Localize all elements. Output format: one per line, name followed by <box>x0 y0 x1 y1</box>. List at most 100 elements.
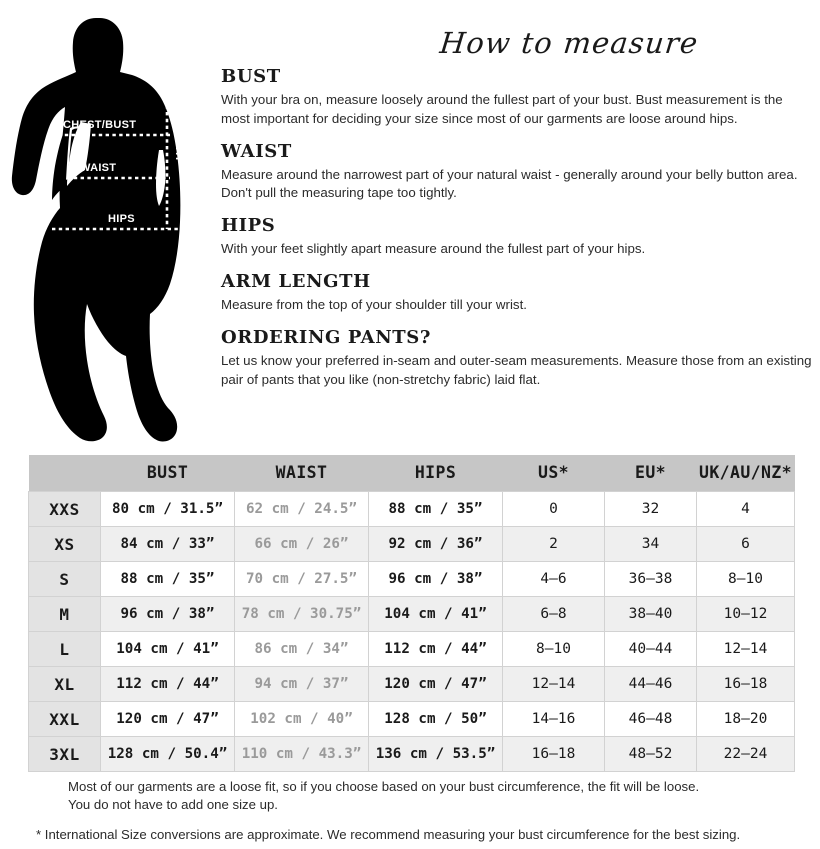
cell-eu: 34 <box>604 526 697 562</box>
instruction-body: Measure from the top of your shoulder ti… <box>221 296 527 312</box>
instructions-list: BUST With your bra on, measure loosely a… <box>221 66 813 390</box>
cell-bust: 128 cm / 50.4” <box>100 736 235 772</box>
cell-hips: 128 cm / 50” <box>368 701 503 737</box>
cell-us: 12–14 <box>502 666 605 702</box>
cell-eu: 38–40 <box>604 596 697 632</box>
cell-hips: 136 cm / 53.5” <box>368 736 503 772</box>
cell-us: 8–10 <box>502 631 605 667</box>
instruction-body: Let us know your preferred in-seam and o… <box>221 352 812 387</box>
figure-label-chest-bust: CHEST/BUST <box>63 119 137 131</box>
instruction-bust: BUST With your bra on, measure loosely a… <box>221 66 813 129</box>
cell-eu: 44–46 <box>604 666 697 702</box>
cell-waist: 94 cm / 37” <box>234 666 369 702</box>
instruction-body: With your feet slightly apart measure ar… <box>221 241 646 257</box>
figure-label-waist: WAIST <box>80 162 117 174</box>
cell-eu: 40–44 <box>604 631 697 667</box>
table-row: XL 112 cm / 44” 94 cm / 37” 120 cm / 47”… <box>28 666 795 702</box>
cell-bust: 88 cm / 35” <box>100 561 235 597</box>
cell-waist: 110 cm / 43.3” <box>234 736 369 772</box>
cell-bust: 84 cm / 33” <box>100 526 235 562</box>
cell-bust: 104 cm / 41” <box>100 631 235 667</box>
cell-uk: 16–18 <box>696 666 795 702</box>
column-header-bust: BUST <box>100 455 235 492</box>
column-header-eu: EU* <box>604 455 697 492</box>
footer-notes: Most of our garments are a loose fit, so… <box>36 778 813 842</box>
footer-note-line-1: Most of our garments are a loose fit, so… <box>68 779 700 794</box>
cell-hips: 92 cm / 36” <box>368 526 503 562</box>
table-row: XS 84 cm / 33” 66 cm / 26” 92 cm / 36” 2… <box>28 526 795 562</box>
size-chart-table: BUST WAIST HIPS US* EU* UK/AU/NZ* XXS 80… <box>28 455 795 772</box>
cell-hips: 88 cm / 35” <box>368 491 503 527</box>
cell-hips: 112 cm / 44” <box>368 631 503 667</box>
cell-bust: 120 cm / 47” <box>100 701 235 737</box>
cell-hips: 104 cm / 41” <box>368 596 503 632</box>
cell-us: 16–18 <box>502 736 605 772</box>
table-row: M 96 cm / 38” 78 cm / 30.75” 104 cm / 41… <box>28 596 795 632</box>
table-row: 3XL 128 cm / 50.4” 110 cm / 43.3” 136 cm… <box>28 736 795 772</box>
instruction-waist: WAIST Measure around the narrowest part … <box>221 140 813 204</box>
cell-hips: 120 cm / 47” <box>368 666 503 702</box>
cell-size: 3XL <box>28 736 101 772</box>
table-row: XXL 120 cm / 47” 102 cm / 40” 128 cm / 5… <box>28 701 795 737</box>
table-body: XXS 80 cm / 31.5” 62 cm / 24.5” 88 cm / … <box>28 491 795 772</box>
cell-uk: 10–12 <box>696 596 795 632</box>
instruction-heading: WAIST <box>221 140 292 162</box>
cell-size: XS <box>28 526 101 562</box>
cell-size: XXS <box>28 491 101 527</box>
figure-label-arm-length: ARM LENGTH <box>173 84 185 161</box>
footer-note-loose-fit: Most of our garments are a loose fit, so… <box>68 778 813 814</box>
cell-us: 4–6 <box>502 561 605 597</box>
footer-note-line-2: You do not have to add one size up. <box>68 797 278 813</box>
body-silhouette-illustration: CHEST/BUST WAIST HIPS ARM LENGTH <box>8 18 218 443</box>
cell-eu: 48–52 <box>604 736 697 772</box>
cell-waist: 86 cm / 34” <box>234 631 369 667</box>
cell-uk: 18–20 <box>696 701 795 737</box>
table-row: XXS 80 cm / 31.5” 62 cm / 24.5” 88 cm / … <box>28 491 795 527</box>
cell-waist: 66 cm / 26” <box>234 526 369 562</box>
column-header-size <box>28 455 101 492</box>
cell-size: S <box>28 561 101 597</box>
cell-size: L <box>28 631 101 667</box>
cell-us: 6–8 <box>502 596 605 632</box>
instruction-hips: HIPS With your feet slightly apart measu… <box>221 215 813 259</box>
table-header: BUST WAIST HIPS US* EU* UK/AU/NZ* <box>28 455 795 492</box>
table-row: S 88 cm / 35” 70 cm / 27.5” 96 cm / 38” … <box>28 561 795 597</box>
figure-label-hips: HIPS <box>108 213 135 225</box>
cell-uk: 12–14 <box>696 631 795 667</box>
table-header-row: BUST WAIST HIPS US* EU* UK/AU/NZ* <box>28 455 795 492</box>
footer-note-international: * International Size conversions are app… <box>36 827 741 842</box>
cell-bust: 96 cm / 38” <box>100 596 235 632</box>
cell-bust: 80 cm / 31.5” <box>100 491 235 527</box>
instruction-arm-length: ARM LENGTH Measure from the top of your … <box>221 271 813 315</box>
instruction-heading: BUST <box>221 66 281 87</box>
cell-eu: 36–38 <box>604 561 697 597</box>
instruction-heading: ARM LENGTH <box>221 271 371 293</box>
cell-us: 2 <box>502 526 605 562</box>
instruction-ordering-pants: ORDERING PANTS? Let us know your preferr… <box>221 326 813 390</box>
table-row: L 104 cm / 41” 86 cm / 34” 112 cm / 44” … <box>28 631 795 667</box>
cell-waist: 70 cm / 27.5” <box>234 561 369 597</box>
cell-us: 14–16 <box>502 701 605 737</box>
cell-size: XXL <box>28 701 101 737</box>
cell-waist: 62 cm / 24.5” <box>234 491 369 527</box>
cell-size: M <box>28 596 101 632</box>
how-to-measure-section: CHEST/BUST WAIST HIPS ARM LENGTH How to … <box>8 18 813 443</box>
cell-uk: 22–24 <box>696 736 795 772</box>
instruction-heading: HIPS <box>221 215 276 237</box>
cell-waist: 102 cm / 40” <box>234 701 369 737</box>
cell-waist: 78 cm / 30.75” <box>234 596 369 632</box>
cell-uk: 6 <box>696 526 795 562</box>
cell-bust: 112 cm / 44” <box>100 666 235 702</box>
instruction-heading: ORDERING PANTS? <box>221 326 432 348</box>
column-header-uk-au-nz: UK/AU/NZ* <box>696 455 795 492</box>
cell-uk: 4 <box>696 491 795 527</box>
page-title: How to measure <box>438 26 701 60</box>
instruction-body: With your bra on, measure loosely around… <box>221 91 783 126</box>
column-header-us: US* <box>502 455 605 492</box>
column-header-hips: HIPS <box>368 455 503 492</box>
cell-uk: 8–10 <box>696 561 795 597</box>
cell-eu: 32 <box>604 491 697 527</box>
cell-hips: 96 cm / 38” <box>368 561 503 597</box>
silhouette-svg <box>11 18 186 442</box>
cell-eu: 46–48 <box>604 701 697 737</box>
